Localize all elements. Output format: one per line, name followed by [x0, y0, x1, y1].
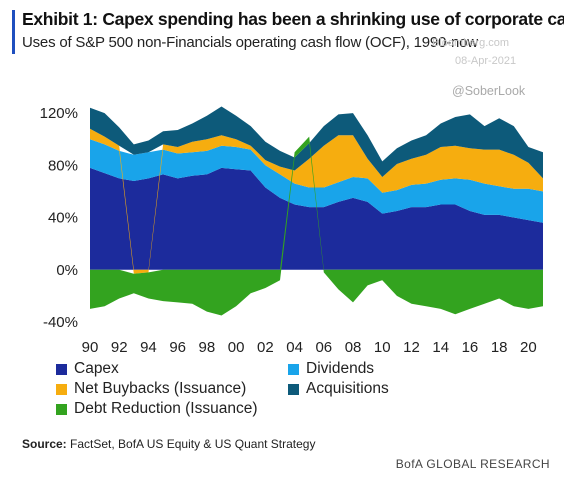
source-note: Source: FactSet, BofA US Equity & US Qua… — [22, 437, 315, 451]
legend-swatch — [288, 363, 299, 375]
legend-label: Dividends — [306, 360, 375, 377]
y-tick-label: -40% — [43, 314, 78, 331]
x-tick-label: 14 — [432, 339, 449, 356]
legend-label: Debt Reduction (Issuance) — [74, 400, 258, 417]
x-tick-label: 10 — [374, 339, 391, 356]
x-tick-label: 98 — [199, 339, 216, 356]
chart-legend: Capex Dividends Net Buybacks (Issuance) Acq… — [56, 360, 536, 424]
chart-subtitle: Uses of S&P 500 non-Financials operating… — [22, 34, 478, 51]
legend-label: Net Buybacks (Issuance) — [74, 380, 247, 397]
legend-swatch — [56, 383, 67, 395]
x-tick-label: 04 — [286, 339, 303, 356]
title-accent-bar — [12, 10, 15, 54]
legend-item-acquisitions: Acquisitions — [288, 380, 389, 398]
watermark-url: Bloomberg.com — [432, 37, 510, 49]
series-area-capex — [90, 167, 543, 270]
x-tick-label: 02 — [257, 339, 274, 356]
x-tick-label: 00 — [228, 339, 245, 356]
series-area-debt-reduction-issuance — [90, 136, 543, 316]
x-tick-label: 90 — [82, 339, 99, 356]
legend-swatch — [56, 363, 67, 375]
legend-item-net-buybacks-issuance: Net Buybacks (Issuance) — [56, 380, 246, 398]
x-tick-label: 94 — [140, 339, 157, 356]
legend-item-capex: Capex — [56, 360, 119, 378]
source-text: FactSet, BofA US Equity & US Quant Strat… — [66, 437, 316, 451]
brand-footer: BofA GLOBAL RESEARCH — [395, 457, 550, 471]
series-area-dividends — [90, 139, 543, 223]
watermark-date: 08-Apr-2021 — [455, 55, 517, 67]
x-tick-label: 96 — [169, 339, 186, 356]
x-tick-label: 06 — [315, 339, 332, 356]
legend-label: Acquisitions — [306, 380, 389, 397]
source-label: Source: — [22, 437, 67, 451]
x-tick-label: 08 — [345, 339, 362, 356]
x-tick-label: 20 — [520, 339, 537, 356]
x-tick-label: 12 — [403, 339, 420, 356]
y-tick-label: 80% — [48, 157, 78, 174]
x-tick-label: 92 — [111, 339, 128, 356]
y-tick-label: 40% — [48, 210, 78, 227]
y-tick-label: 120% — [40, 105, 78, 122]
legend-label: Capex — [74, 360, 119, 377]
x-tick-label: 16 — [462, 339, 479, 356]
legend-swatch — [288, 383, 299, 395]
chart-title: Exhibit 1: Capex spending has been a shr… — [22, 9, 564, 29]
x-tick-label: 18 — [491, 339, 508, 356]
legend-swatch — [56, 403, 67, 415]
y-tick-label: 0% — [56, 262, 78, 279]
watermark-handle: @SoberLook — [452, 84, 526, 98]
series-area-net-buybacks-issuance — [90, 128, 543, 274]
legend-item-dividends: Dividends — [288, 360, 374, 378]
series-area-acquisitions — [90, 106, 543, 179]
legend-item-debt-reduction-issuance: Debt Reduction (Issuance) — [56, 400, 258, 418]
